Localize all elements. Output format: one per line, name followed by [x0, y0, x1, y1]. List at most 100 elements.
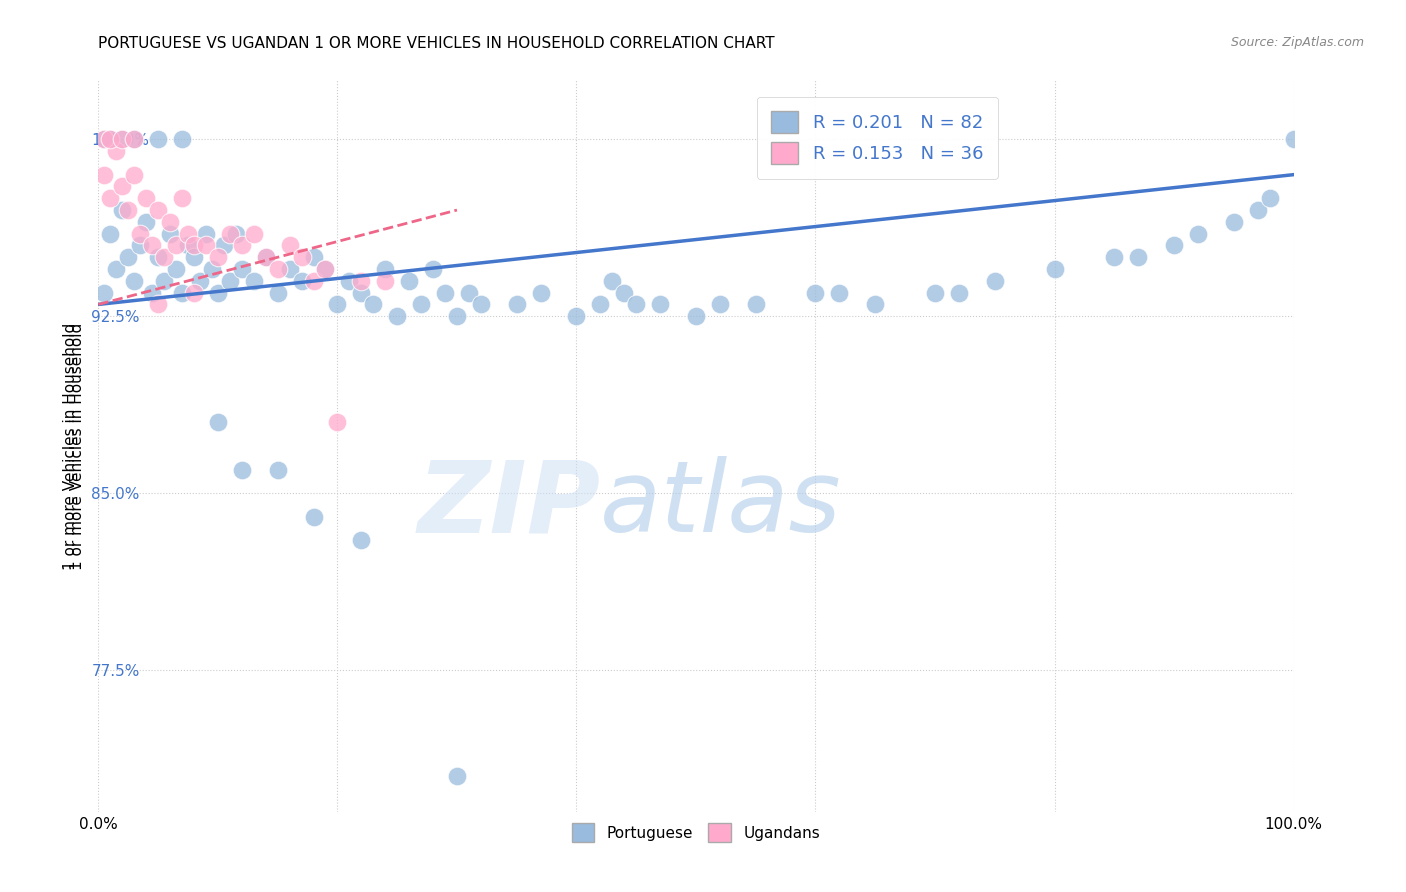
Point: [291, 250, 314, 264]
Point: [165, 262, 187, 277]
Point: [315, 262, 337, 277]
Point: [183, 238, 205, 252]
Point: [374, 262, 396, 277]
Point: [278, 238, 301, 252]
Point: [326, 297, 349, 311]
Point: [172, 191, 194, 205]
Point: [195, 227, 218, 241]
Point: [129, 238, 152, 252]
Point: [165, 238, 187, 252]
Point: [183, 285, 205, 300]
Point: [254, 250, 277, 264]
Text: ZIP: ZIP: [418, 456, 600, 553]
Point: [1104, 250, 1126, 264]
Point: [458, 285, 481, 300]
Point: [117, 202, 139, 217]
Point: [111, 132, 134, 146]
Point: [350, 533, 373, 548]
Point: [231, 262, 253, 277]
Point: [135, 191, 157, 205]
Point: [385, 310, 409, 324]
Legend: Portuguese, Ugandans: Portuguese, Ugandans: [565, 817, 827, 848]
Point: [350, 274, 373, 288]
Point: [302, 274, 325, 288]
Point: [648, 297, 672, 311]
Point: [865, 297, 887, 311]
Point: [267, 462, 290, 476]
Point: [302, 509, 325, 524]
Point: [177, 227, 200, 241]
Point: [135, 215, 157, 229]
Point: [1043, 262, 1066, 277]
Point: [828, 285, 851, 300]
Point: [207, 285, 229, 300]
Point: [589, 297, 612, 311]
Point: [446, 769, 468, 783]
Point: [446, 310, 468, 324]
Point: [225, 227, 247, 241]
Point: [231, 238, 253, 252]
Text: Source: ZipAtlas.com: Source: ZipAtlas.com: [1230, 36, 1364, 49]
Point: [153, 250, 176, 264]
Point: [315, 262, 337, 277]
Point: [153, 274, 176, 288]
Y-axis label: 1 or more Vehicles in Household: 1 or more Vehicles in Household: [63, 322, 77, 570]
Point: [219, 274, 242, 288]
Point: [267, 262, 290, 277]
Point: [339, 274, 361, 288]
Point: [434, 285, 457, 300]
Point: [93, 285, 115, 300]
Point: [124, 274, 146, 288]
Point: [948, 285, 970, 300]
Point: [602, 274, 624, 288]
Point: [745, 297, 768, 311]
Point: [422, 262, 444, 277]
Point: [398, 274, 420, 288]
Point: [626, 297, 648, 311]
Text: PORTUGUESE VS UGANDAN 1 OR MORE VEHICLES IN HOUSEHOLD CORRELATION CHART: PORTUGUESE VS UGANDAN 1 OR MORE VEHICLES…: [98, 36, 775, 51]
Point: [183, 250, 205, 264]
Point: [201, 262, 224, 277]
Point: [212, 238, 235, 252]
Point: [124, 168, 146, 182]
Point: [124, 132, 146, 146]
Point: [924, 285, 946, 300]
Point: [231, 462, 253, 476]
Point: [326, 416, 349, 430]
Point: [709, 297, 731, 311]
Point: [565, 310, 588, 324]
Point: [98, 132, 122, 146]
Text: atlas: atlas: [600, 456, 842, 553]
Point: [148, 297, 170, 311]
Point: [129, 227, 152, 241]
Point: [148, 132, 170, 146]
Point: [1247, 202, 1270, 217]
Point: [177, 238, 200, 252]
Point: [124, 132, 146, 146]
Point: [141, 285, 163, 300]
Point: [207, 416, 229, 430]
Point: [254, 250, 277, 264]
Point: [613, 285, 636, 300]
Point: [98, 191, 122, 205]
Point: [188, 274, 211, 288]
Point: [93, 168, 115, 182]
Point: [93, 132, 115, 146]
Point: [350, 285, 373, 300]
Point: [105, 262, 128, 277]
Point: [1223, 215, 1246, 229]
Point: [172, 132, 194, 146]
Point: [111, 179, 134, 194]
Point: [148, 202, 170, 217]
Point: [98, 227, 122, 241]
Point: [804, 285, 827, 300]
Point: [219, 227, 242, 241]
Point: [117, 250, 139, 264]
Point: [506, 297, 529, 311]
Point: [302, 250, 325, 264]
Point: [291, 274, 314, 288]
Point: [93, 132, 115, 146]
Point: [105, 144, 128, 158]
Point: [159, 215, 181, 229]
Point: [141, 238, 163, 252]
